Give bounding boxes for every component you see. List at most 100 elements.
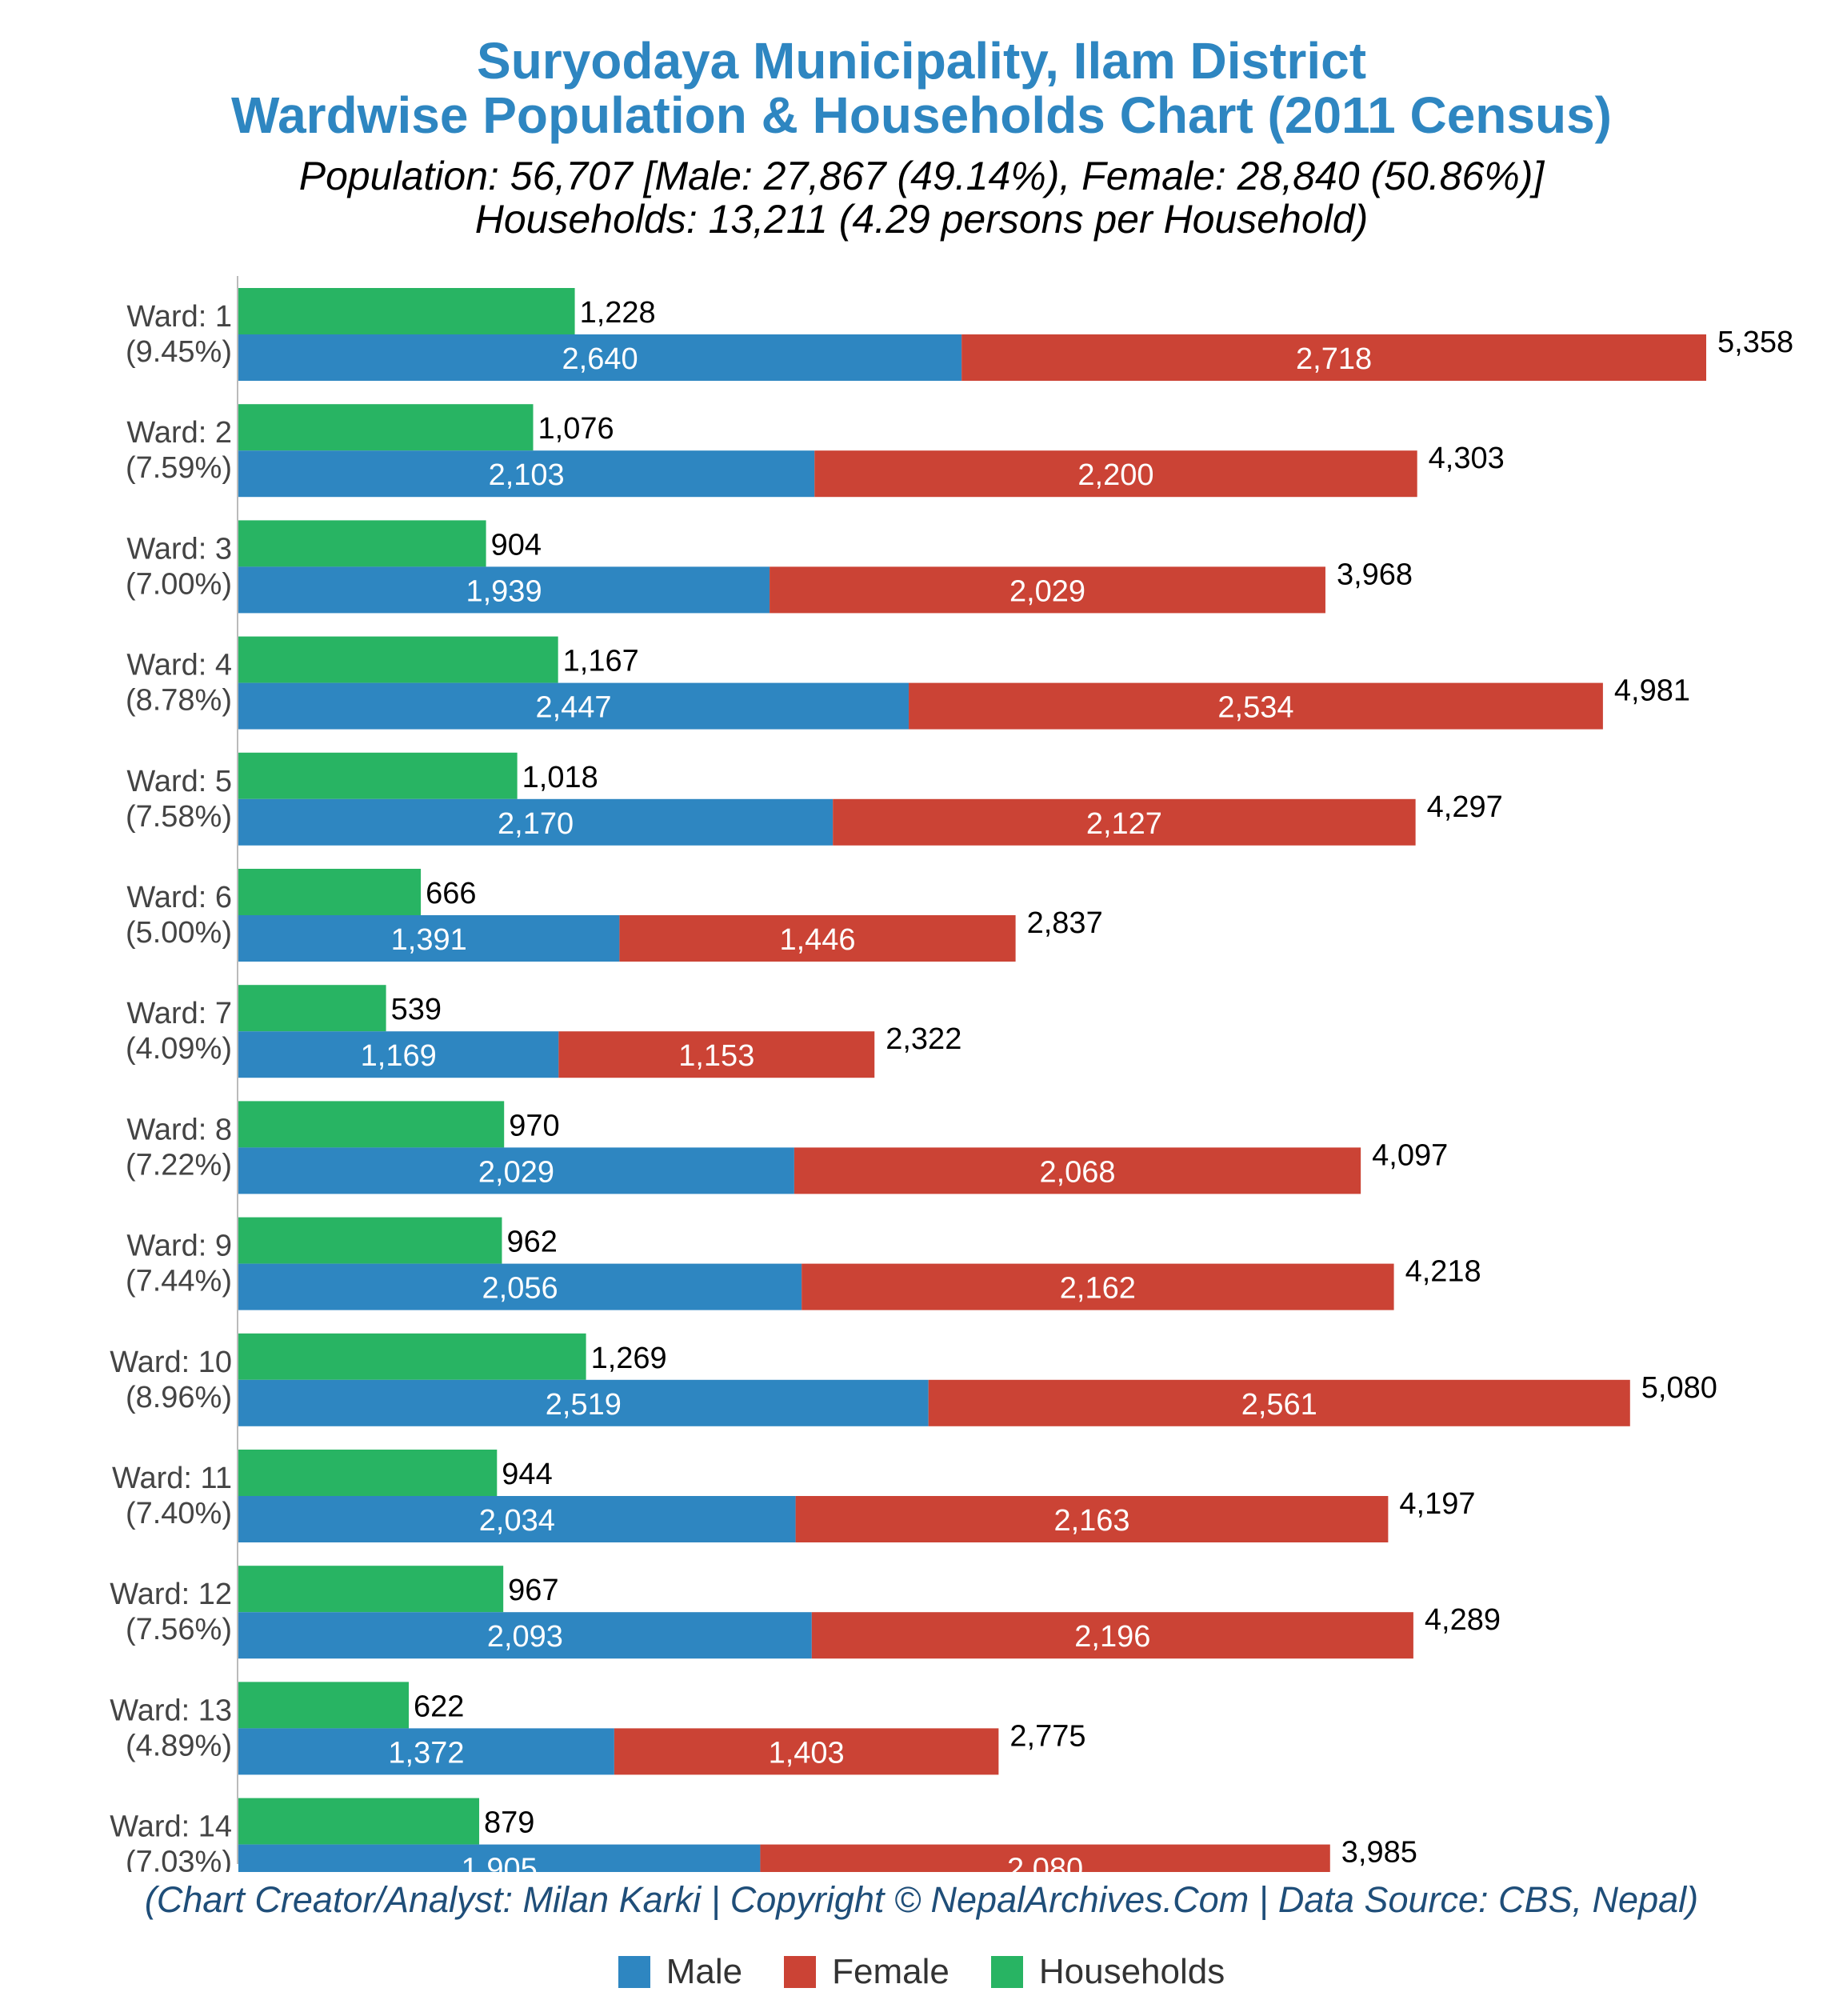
chart-title-line1: Suryodaya Municipality, Ilam District <box>477 32 1366 90</box>
households-value-label: 666 <box>426 877 476 910</box>
legend-label-male: Male <box>666 1952 743 1991</box>
male-value-label: 1,905 <box>462 1853 538 1872</box>
households-bar <box>238 1450 498 1496</box>
total-value-label: 3,968 <box>1337 558 1413 591</box>
ward-tick-label: Ward: 14 <box>110 1810 232 1844</box>
households-value-label: 967 <box>508 1574 558 1607</box>
male-bar <box>238 566 770 614</box>
ward-tick-label: Ward: 12 <box>110 1578 232 1611</box>
total-value-label: 4,218 <box>1405 1255 1481 1289</box>
households-value-label: 1,076 <box>538 412 614 446</box>
male-value-label: 2,034 <box>479 1504 555 1538</box>
female-bar <box>619 915 1016 962</box>
male-bar <box>238 450 815 498</box>
households-value-label: 1,018 <box>522 761 598 794</box>
ward-tick-label: Ward: 13 <box>110 1694 232 1727</box>
male-value-label: 1,391 <box>391 923 467 957</box>
credit-text: (Chart Creator/Analyst: Milan Karki | Co… <box>144 1879 1699 1920</box>
female-value-label: 2,534 <box>1217 691 1293 725</box>
female-bar <box>811 1612 1413 1659</box>
legend-item-female: Female <box>784 1952 949 1992</box>
ward-tick-label: Ward: 10 <box>110 1346 232 1379</box>
households-bar <box>238 288 575 334</box>
ward-pct-label: (8.96%) <box>126 1381 232 1414</box>
households-value-label: 904 <box>491 528 542 562</box>
ward-pct-label: (9.45%) <box>126 335 232 369</box>
ward-tick-label: Ward: 7 <box>126 997 232 1030</box>
male-value-label: 2,056 <box>482 1272 558 1306</box>
male-bar <box>238 1496 796 1542</box>
female-value-label: 1,403 <box>769 1736 845 1770</box>
female-value-label: 2,068 <box>1039 1155 1115 1189</box>
households-bar <box>238 404 534 451</box>
male-bar <box>238 1844 761 1872</box>
households-bar <box>238 636 558 683</box>
total-value-label: 5,080 <box>1641 1371 1717 1405</box>
female-bar <box>833 798 1416 846</box>
male-bar <box>238 798 834 846</box>
female-value-label: 2,162 <box>1060 1272 1136 1306</box>
male-bar <box>238 682 910 730</box>
female-bar <box>558 1031 875 1078</box>
male-bar <box>238 1263 802 1310</box>
ward-pct-label: (4.09%) <box>126 1032 232 1066</box>
households-bar <box>238 520 486 567</box>
female-bar <box>760 1844 1330 1872</box>
households-value-label: 879 <box>484 1806 534 1840</box>
legend-label-households: Households <box>1038 1952 1225 1991</box>
ward-pct-label: (4.89%) <box>126 1729 232 1762</box>
ward-pct-label: (7.40%) <box>126 1497 232 1530</box>
male-value-label: 2,519 <box>546 1388 622 1422</box>
households-bar <box>238 752 518 799</box>
male-value-label: 1,372 <box>388 1736 464 1770</box>
male-value-label: 2,029 <box>478 1155 554 1189</box>
total-value-label: 4,197 <box>1399 1487 1475 1521</box>
female-value-label: 2,080 <box>1007 1853 1083 1872</box>
households-bar <box>238 869 422 915</box>
female-value-label: 1,153 <box>678 1039 754 1073</box>
female-bar <box>909 682 1603 730</box>
households-value-label: 1,269 <box>591 1342 667 1375</box>
male-bar <box>238 915 620 962</box>
households-value-label: 962 <box>506 1226 557 1259</box>
households-bar <box>238 1333 586 1380</box>
male-bar <box>238 1147 794 1194</box>
male-value-label: 1,939 <box>466 574 542 608</box>
female-value-label: 2,561 <box>1241 1388 1317 1422</box>
ward-tick-label: Ward: 1 <box>126 300 232 334</box>
ward-pct-label: (5.00%) <box>126 916 232 950</box>
legend-swatch-households <box>990 1956 1023 1988</box>
total-value-label: 4,289 <box>1425 1603 1501 1637</box>
total-value-label: 3,985 <box>1341 1836 1417 1870</box>
households-bar <box>238 1101 505 1148</box>
chart-title-line2: Wardwise Population & Households Chart (… <box>231 86 1612 144</box>
households-bar <box>238 1798 480 1845</box>
ward-pct-label: (7.00%) <box>126 567 232 601</box>
households-bar <box>238 1217 502 1264</box>
households-value-label: 622 <box>414 1690 464 1723</box>
male-bar <box>238 1728 614 1775</box>
households-value-label: 944 <box>502 1458 552 1491</box>
female-bar <box>795 1496 1389 1542</box>
total-value-label: 4,981 <box>1614 674 1690 708</box>
female-bar <box>614 1728 999 1775</box>
ward-pct-label: (7.59%) <box>126 451 232 485</box>
ward-tick-label: Ward: 5 <box>126 765 232 798</box>
legend-item-households: Households <box>990 1952 1225 1992</box>
ward-pct-label: (7.22%) <box>126 1148 232 1182</box>
female-bar <box>770 566 1325 614</box>
total-value-label: 2,837 <box>1027 906 1103 940</box>
ward-pct-label: (7.58%) <box>126 800 232 834</box>
male-value-label: 2,103 <box>489 458 565 492</box>
households-bar <box>238 1566 504 1613</box>
ward-tick-label: Ward: 8 <box>126 1113 232 1146</box>
female-value-label: 2,029 <box>1009 574 1085 608</box>
ward-pct-label: (8.78%) <box>126 684 232 718</box>
households-bar <box>238 1682 410 1729</box>
ward-tick-label: Ward: 6 <box>126 881 232 914</box>
legend-label-female: Female <box>832 1952 949 1991</box>
male-value-label: 2,093 <box>487 1620 563 1654</box>
female-value-label: 2,127 <box>1086 807 1162 841</box>
male-value-label: 2,447 <box>535 691 611 725</box>
legend-item-male: Male <box>618 1952 742 1992</box>
